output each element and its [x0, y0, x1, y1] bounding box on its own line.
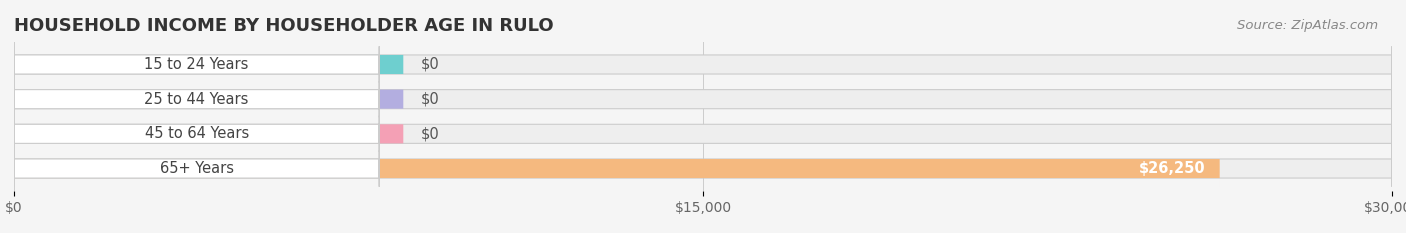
Text: 45 to 64 Years: 45 to 64 Years — [145, 126, 249, 141]
FancyBboxPatch shape — [368, 90, 404, 109]
Text: 15 to 24 Years: 15 to 24 Years — [145, 57, 249, 72]
FancyBboxPatch shape — [368, 124, 404, 143]
Text: Source: ZipAtlas.com: Source: ZipAtlas.com — [1237, 19, 1378, 32]
FancyBboxPatch shape — [14, 116, 1392, 152]
Text: $0: $0 — [420, 57, 439, 72]
Text: $0: $0 — [420, 92, 439, 107]
FancyBboxPatch shape — [14, 150, 380, 187]
FancyBboxPatch shape — [14, 150, 1219, 187]
FancyBboxPatch shape — [14, 46, 380, 83]
Text: $26,250: $26,250 — [1139, 161, 1206, 176]
FancyBboxPatch shape — [368, 55, 404, 74]
Text: $0: $0 — [420, 126, 439, 141]
Text: HOUSEHOLD INCOME BY HOUSEHOLDER AGE IN RULO: HOUSEHOLD INCOME BY HOUSEHOLDER AGE IN R… — [14, 17, 554, 35]
FancyBboxPatch shape — [14, 150, 1392, 187]
FancyBboxPatch shape — [14, 46, 1392, 83]
FancyBboxPatch shape — [14, 116, 380, 152]
FancyBboxPatch shape — [14, 81, 380, 117]
FancyBboxPatch shape — [14, 81, 1392, 117]
Text: 65+ Years: 65+ Years — [160, 161, 233, 176]
Text: 25 to 44 Years: 25 to 44 Years — [145, 92, 249, 107]
